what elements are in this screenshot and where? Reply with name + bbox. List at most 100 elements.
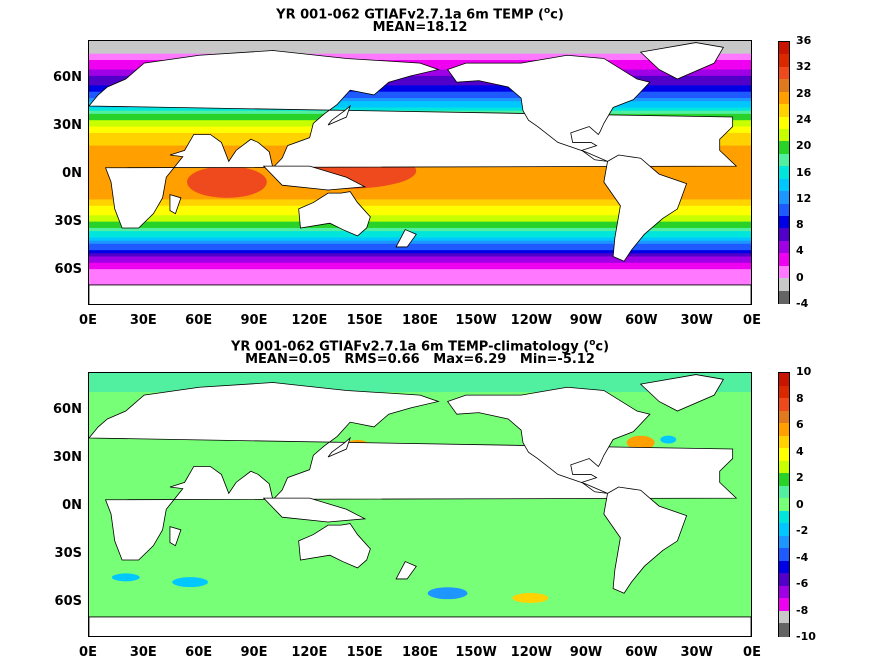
panel2-colorbar-segment [779, 398, 789, 412]
panel2-colorbar-segment [779, 473, 789, 488]
sst-band [89, 177, 751, 181]
panel2-ytick-label: 30S [54, 545, 82, 561]
sst-band [89, 170, 751, 175]
panel1-ytick-label: 60N [53, 70, 82, 86]
panel1-colorbar-tick-label: 24 [796, 112, 812, 126]
anom-blob-3 [172, 577, 209, 588]
p2-land-0 [89, 382, 738, 561]
panel2-xtick-label: 0E [743, 645, 761, 660]
panel2-colorbar-segment [779, 560, 789, 575]
panel2-colorbar-segment [779, 623, 789, 638]
panel1-title-sup: o [543, 6, 551, 16]
sst-band [89, 231, 751, 235]
anom-blob-8 [111, 573, 140, 582]
sst-band [89, 79, 751, 83]
indian-ocean-warm [187, 166, 267, 198]
panel1-colorbar-tick-label: 4 [796, 244, 804, 258]
p2-land-9 [395, 561, 417, 580]
sst-band [89, 246, 751, 251]
sst-band [89, 269, 751, 273]
sst-band [89, 243, 751, 248]
sst-band [89, 227, 751, 232]
panel2-colorbar-segment [779, 448, 789, 462]
panel1-xtick-label: 90E [240, 313, 268, 328]
panel2-colorbar-tick-label: -8 [796, 603, 809, 617]
p2-land-5 [89, 616, 751, 636]
panel2-colorbar-tick-label: -2 [796, 524, 809, 537]
panel1-colorbar-segment [779, 228, 789, 243]
p1-land-8 [169, 194, 182, 215]
sst-band [89, 60, 751, 64]
sst-band [89, 186, 751, 191]
anom-blob-4 [427, 587, 468, 600]
panel1-map-svg [89, 41, 751, 304]
panel1-colorbar-segment [779, 278, 789, 292]
panel1-title-end: c) [550, 7, 564, 23]
sst-band [89, 174, 751, 178]
panel2-colorbar-tick-label: 8 [796, 391, 804, 405]
panel2-xtick-label: 90E [240, 645, 268, 660]
panel2-colorbar-segment [779, 385, 789, 400]
anom-blob-2 [660, 435, 677, 444]
panel2-colorbar-segment [779, 423, 789, 437]
panel1-colorbar-segment [779, 166, 789, 180]
panel1-colorbar-segment [779, 216, 789, 230]
sst-band [89, 265, 751, 270]
panel2-xtick-label: 30E [129, 645, 157, 660]
sst-band [89, 256, 751, 261]
sst-band [89, 91, 751, 96]
sst-band [89, 94, 751, 99]
panel1-subtitle: MEAN=18.12 [372, 20, 468, 35]
panel2-map-svg [89, 373, 751, 636]
sst-band [89, 41, 751, 45]
anom-blob-1 [626, 435, 655, 450]
panel1-xtick-label: 90W [569, 313, 603, 328]
panel1-colorbar-segment [779, 203, 789, 218]
sst-band [89, 202, 751, 207]
sst-band [89, 205, 751, 210]
panel2-xtick-label: 90W [569, 645, 603, 660]
sst-band [89, 183, 751, 188]
panel1-xtick-label: 60E [185, 313, 213, 328]
sst-band [89, 218, 751, 223]
panel1-xtick-label: 30W [680, 313, 713, 328]
sst-band [89, 85, 751, 90]
panel2-xtick-label: 30W [680, 645, 713, 660]
panel2-colorbar-tick-label: 0 [796, 497, 804, 511]
sst-band [89, 215, 751, 219]
panel2-xtick-label: 60W [625, 645, 658, 660]
panel2-xtick-label: 150E [346, 645, 383, 660]
panel1-colorbar-tick-label: 32 [796, 60, 812, 74]
panel1-xtick-label: 60W [625, 313, 658, 328]
p1-land-4 [639, 42, 725, 80]
panel2-colorbar-segment [779, 410, 789, 425]
panel2-title-sup: o [589, 338, 596, 348]
p2-land-1 [298, 523, 371, 569]
panel2-colorbar-segment [779, 573, 789, 588]
panel2-colorbar-segment [779, 485, 789, 500]
sst-band [89, 53, 751, 58]
sst-band [89, 50, 751, 55]
panel1-colorbar-tick-label: -4 [796, 297, 809, 310]
sst-band [89, 44, 751, 48]
p2-land-6 [262, 497, 367, 523]
panel2-xtick-label: 0E [79, 645, 97, 660]
panel2-colorbar-tick-label: -4 [796, 550, 809, 564]
sst-band [89, 196, 751, 200]
panel1-colorbar-tick-label: 28 [796, 86, 812, 100]
sst-band [89, 75, 751, 80]
panel1-colorbar-segment [779, 290, 789, 305]
panel2-xtick-label: 120W [510, 645, 553, 660]
p2-land-8 [169, 526, 182, 547]
sst-band [89, 47, 751, 52]
panel2-ytick-label: 60N [53, 402, 82, 418]
sst-band [89, 275, 751, 280]
sst-band [89, 253, 751, 257]
panel2-colorbar-segment [779, 548, 789, 563]
panel2-title-text: YR 001-062 GTIAFv2.7.1a 6m TEMP-climatol… [230, 339, 590, 355]
sst-band [89, 278, 751, 283]
sst-band [89, 104, 751, 109]
panel2-colorbar-segment [779, 498, 789, 513]
panel2-ytick-label: 60S [54, 593, 82, 609]
sst-band [89, 180, 751, 185]
